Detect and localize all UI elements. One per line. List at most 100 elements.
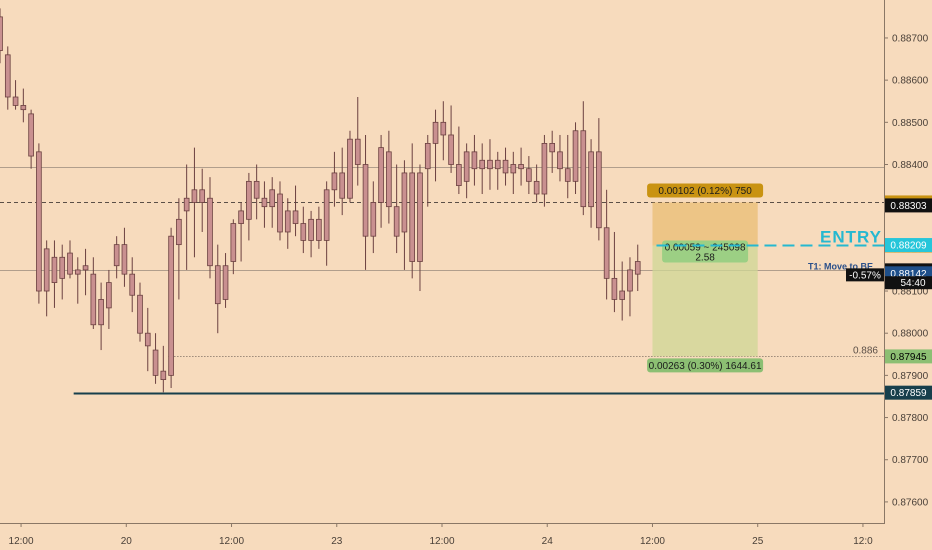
candle xyxy=(230,219,237,275)
candle xyxy=(43,240,50,317)
candle xyxy=(308,210,314,258)
countdown-badge-bg xyxy=(885,276,932,290)
candle xyxy=(4,46,11,110)
x-tick-label: 12:00 xyxy=(429,536,454,547)
price-badge: 0.88209 xyxy=(890,241,927,252)
candle xyxy=(603,189,610,300)
candle-body xyxy=(214,265,221,305)
x-tick-label: 12:00 xyxy=(219,536,244,547)
y-tick-label: 0.88500 xyxy=(892,118,929,129)
price-badge: 0.88142 xyxy=(890,269,927,280)
candle-body xyxy=(596,151,602,229)
candle-body xyxy=(393,206,400,237)
stop-label: 0.00263 (0.30%) 1644.61 xyxy=(649,361,762,372)
candle-body xyxy=(28,113,34,157)
candle xyxy=(440,101,447,161)
ratio-label-line2: 2.58 xyxy=(695,252,715,263)
candlestick-series xyxy=(0,8,641,393)
level-label: 0.886 xyxy=(853,345,878,356)
candle-body xyxy=(456,164,462,186)
y-tick-label: 0.88000 xyxy=(892,329,929,340)
candle-body xyxy=(588,151,594,208)
candle-body xyxy=(487,159,493,170)
candle-body xyxy=(183,197,190,212)
candle-body xyxy=(176,218,182,246)
y-tick-label: 0.87600 xyxy=(892,497,929,508)
candle xyxy=(222,253,229,308)
candle xyxy=(168,227,174,389)
stop-zone xyxy=(652,245,758,357)
candle-body xyxy=(51,256,58,283)
candle xyxy=(401,160,408,270)
candle xyxy=(448,105,454,173)
candle-body xyxy=(432,121,439,144)
candle-body xyxy=(106,282,112,309)
time-axis[interactable]: 12:00 20 12:00 23 12:00 24 12:00 25 12:0 xyxy=(9,523,874,547)
candle xyxy=(378,134,384,228)
candle-body xyxy=(463,151,470,182)
candle-body xyxy=(440,121,447,136)
candle-body xyxy=(308,218,314,241)
candle xyxy=(596,118,602,241)
candle xyxy=(354,97,361,186)
candle-body xyxy=(152,349,159,376)
candle xyxy=(370,181,377,254)
candle xyxy=(67,240,73,279)
target-label-bg xyxy=(647,183,764,198)
position-tool[interactable]: 0.00102 (0.12%) 750 0.00263 (0.30%) 1644.… xyxy=(647,183,764,373)
candle-body xyxy=(323,189,330,241)
candle-body xyxy=(113,244,120,267)
candle xyxy=(253,164,260,220)
x-tick-label: 12:00 xyxy=(640,536,665,547)
candle-body xyxy=(316,218,322,241)
y-tick-label: 0.87700 xyxy=(892,455,929,466)
candle xyxy=(59,244,66,300)
countdown-badge: 54:40 xyxy=(900,278,925,289)
candle xyxy=(541,134,548,207)
candle xyxy=(347,130,353,203)
y-tick-label: 0.87800 xyxy=(892,413,929,424)
candle-body xyxy=(191,189,198,203)
candle xyxy=(36,143,42,304)
candle-body xyxy=(564,168,571,182)
candle-body xyxy=(354,138,361,165)
candle-body xyxy=(82,265,89,271)
candle-body xyxy=(269,189,276,208)
candle xyxy=(417,164,423,292)
candle-body xyxy=(129,273,136,296)
candle xyxy=(533,164,540,203)
profit-zone xyxy=(652,202,758,246)
candle xyxy=(549,130,556,173)
candle-body xyxy=(144,332,151,347)
entry-label: ENTRY xyxy=(820,227,882,246)
candle-body xyxy=(90,273,97,326)
candle xyxy=(611,231,618,313)
candle-body xyxy=(339,172,346,199)
candle-body xyxy=(277,193,283,233)
candle xyxy=(0,8,3,64)
candle-body xyxy=(572,130,579,182)
chart-annotations: ENTRY T1: Move to BE xyxy=(656,227,884,271)
price-badge: 0.87859 xyxy=(890,388,927,399)
y-tick-label: 0.88700 xyxy=(892,33,929,44)
candle xyxy=(432,109,439,182)
candle-body xyxy=(284,210,291,233)
candle-body xyxy=(611,277,618,300)
candle xyxy=(129,257,136,313)
candle-body xyxy=(541,143,548,195)
candle xyxy=(331,151,338,207)
candle-body xyxy=(533,180,540,195)
candle-body xyxy=(362,164,369,237)
candle xyxy=(424,134,431,207)
candle xyxy=(238,202,244,262)
candle xyxy=(191,147,198,258)
candle xyxy=(409,143,416,279)
candle-body xyxy=(347,138,353,199)
candle-body xyxy=(292,210,299,224)
candle xyxy=(518,147,524,186)
candle xyxy=(12,80,19,110)
candle-body xyxy=(238,210,244,224)
candle-body xyxy=(510,164,517,174)
